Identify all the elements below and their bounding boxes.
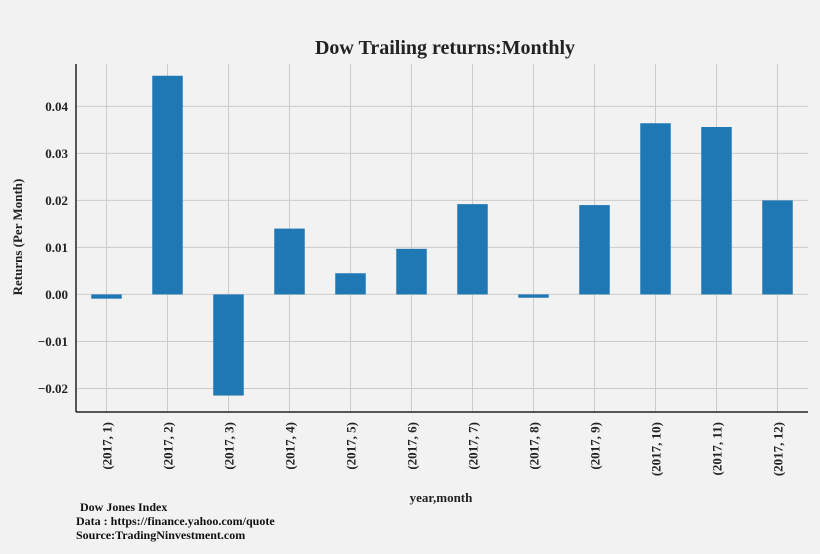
y-tick-label: −0.01 <box>38 334 68 349</box>
x-tick-label: (2017, 9) <box>588 422 603 470</box>
x-tick-labels: (2017, 1) (2017, 2) (2017, 3) (2017, 4) (201… <box>100 422 786 476</box>
x-tick-label: (2017, 2) <box>161 422 176 470</box>
x-tick-label: (2017, 1) <box>100 422 115 470</box>
x-tick-label: (2017, 10) <box>649 422 664 476</box>
axes <box>75 64 808 413</box>
y-tick-label: 0.00 <box>45 287 68 302</box>
bar <box>701 127 732 295</box>
bar <box>457 204 488 295</box>
bar <box>640 123 671 295</box>
source-notes: Dow Jones Index Data : https://finance.y… <box>76 500 275 542</box>
grid-lines <box>76 64 808 412</box>
bars <box>91 75 793 396</box>
bar <box>274 228 305 295</box>
x-tick-label: (2017, 4) <box>283 422 298 470</box>
bar <box>335 273 366 295</box>
bar <box>152 75 183 295</box>
x-tick-label: (2017, 7) <box>466 422 481 470</box>
bar <box>91 294 122 299</box>
y-tick-label: −0.02 <box>38 381 68 396</box>
y-tick-label: 0.02 <box>45 193 68 208</box>
x-tick-label: (2017, 8) <box>527 422 542 470</box>
source-note-index: Dow Jones Index <box>80 500 168 514</box>
y-tick-labels: −0.02 −0.01 0.00 0.01 0.02 0.03 0.04 <box>38 99 69 396</box>
x-tick-label: (2017, 3) <box>222 422 237 470</box>
bar <box>396 248 427 295</box>
bar <box>579 205 610 295</box>
x-tick-label: (2017, 12) <box>771 422 786 476</box>
source-note-site: Source:TradingNinvestment.com <box>76 528 246 542</box>
y-tick-label: 0.04 <box>45 99 68 114</box>
chart-title: Dow Trailing returns:Monthly <box>315 37 575 59</box>
y-axis-label: Returns (Per Month) <box>10 179 25 296</box>
x-tick-label: (2017, 6) <box>405 422 420 470</box>
bar <box>518 294 549 298</box>
x-axis-label: year,month <box>410 490 473 505</box>
bar <box>213 294 244 396</box>
source-note-data: Data : https://finance.yahoo.com/quote <box>76 514 275 528</box>
x-tick-label: (2017, 5) <box>344 422 359 470</box>
y-tick-label: 0.03 <box>45 146 68 161</box>
y-tick-label: 0.01 <box>45 240 68 255</box>
x-tick-label: (2017, 11) <box>710 422 725 475</box>
bar <box>762 200 793 295</box>
